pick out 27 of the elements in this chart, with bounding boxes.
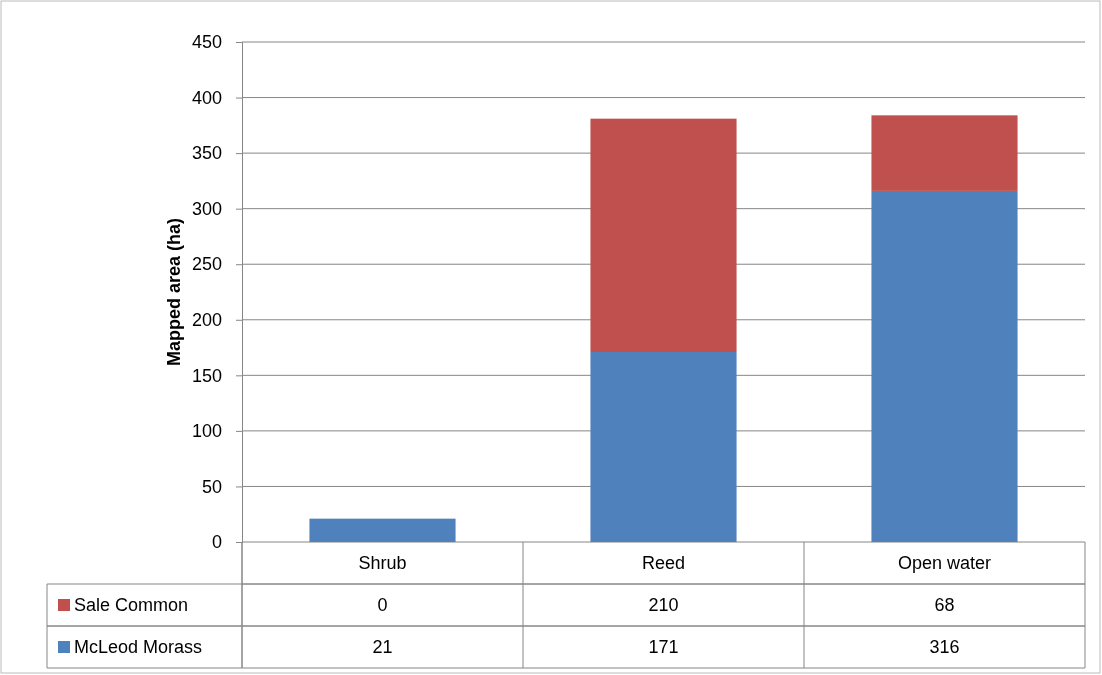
y-tick-label: 250 [191, 254, 222, 275]
y-tick-label: 450 [191, 32, 222, 53]
data-label: 68 [934, 595, 955, 615]
bar [871, 115, 1018, 191]
x-tick-label: Shrub [358, 553, 407, 573]
bar [871, 190, 1018, 542]
bar [309, 518, 456, 542]
y-tick-label: 300 [191, 198, 222, 219]
y-tick-label: 350 [191, 143, 222, 164]
data-label: 21 [372, 637, 393, 657]
x-tick-label: Open water [897, 553, 992, 573]
y-tick-label: 200 [191, 310, 222, 331]
data-label: 0 [377, 595, 388, 615]
data-label: 210 [648, 595, 679, 615]
bar [590, 352, 737, 542]
y-axis-title: Mapped area (ha) [164, 217, 184, 367]
data-label: 316 [929, 637, 960, 657]
data-label: 171 [648, 637, 679, 657]
y-tick-label: 400 [191, 87, 222, 108]
x-tick-label: Reed [641, 553, 686, 573]
bar [590, 118, 737, 352]
y-tick-label: 0 [211, 532, 222, 553]
y-tick-label: 50 [201, 476, 222, 497]
legend-label: McLeod Morass [74, 637, 203, 657]
y-tick-label: 150 [191, 365, 222, 386]
y-tick-label: 100 [191, 421, 222, 442]
legend-label: Sale Common [74, 595, 189, 615]
